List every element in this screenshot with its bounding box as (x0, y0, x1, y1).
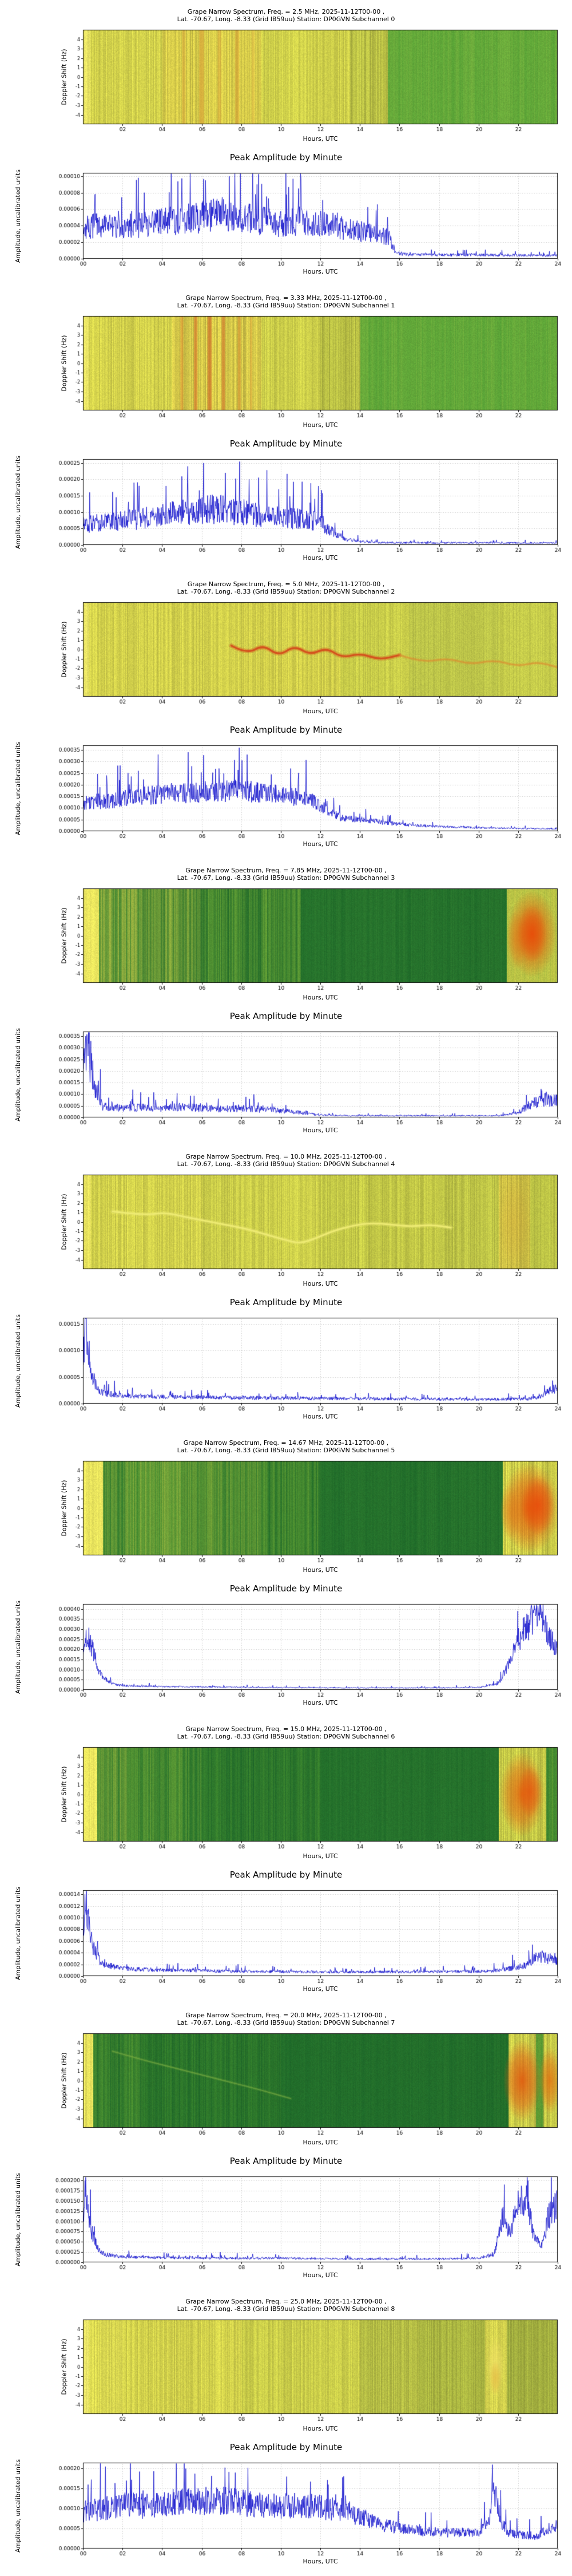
subchannel-block-7: Grape Narrow Spectrum, Freq. = 20.0 MHz,… (0, 2004, 572, 2290)
subchannel-block-5: Grape Narrow Spectrum, Freq. = 14.67 MHz… (0, 1431, 572, 1717)
amplitude-xlabel: Hours, UTC (303, 2271, 338, 2279)
spectrogram-xlabel: Hours, UTC (303, 421, 338, 429)
amplitude-line-chart (0, 1030, 572, 1131)
spectrogram-title-line2: Lat. -70.67, Long. -8.33 (Grid IB59uu) S… (177, 2019, 395, 2026)
spectrogram-xlabel: Hours, UTC (303, 2139, 338, 2146)
spectrogram-title: Grape Narrow Spectrum, Freq. = 3.33 MHz,… (0, 294, 572, 309)
spectrogram-heatmap (0, 29, 572, 139)
amplitude-line-chart (0, 2462, 572, 2562)
spectrogram-title-line1: Grape Narrow Spectrum, Freq. = 14.67 MHz… (183, 1439, 389, 1447)
amplitude-title: Peak Amplitude by Minute (229, 438, 343, 449)
spectrogram-heatmap (0, 887, 572, 997)
spectrogram-title: Grape Narrow Spectrum, Freq. = 20.0 MHz,… (0, 2012, 572, 2026)
spectrogram-xlabel: Hours, UTC (303, 1280, 338, 1287)
amplitude-xlabel: Hours, UTC (303, 2558, 338, 2565)
spectrogram-heatmap (0, 601, 572, 711)
amplitude-line-chart (0, 744, 572, 845)
spectrogram-title: Grape Narrow Spectrum, Freq. = 7.85 MHz,… (0, 867, 572, 882)
amplitude-xlabel: Hours, UTC (303, 840, 338, 848)
spectrogram-xlabel: Hours, UTC (303, 1852, 338, 1860)
spectrogram-title-line1: Grape Narrow Spectrum, Freq. = 2.5 MHz, … (187, 8, 385, 15)
spectrogram-heatmap (0, 2318, 572, 2428)
amplitude-xlabel: Hours, UTC (303, 268, 338, 275)
spectrogram-title-line1: Grape Narrow Spectrum, Freq. = 10.0 MHz,… (185, 1153, 387, 1160)
subchannel-block-8: Grape Narrow Spectrum, Freq. = 25.0 MHz,… (0, 2290, 572, 2576)
spectrogram-heatmap (0, 1746, 572, 1856)
spectrogram-xlabel: Hours, UTC (303, 2425, 338, 2432)
spectrogram-title: Grape Narrow Spectrum, Freq. = 25.0 MHz,… (0, 2298, 572, 2313)
spectrogram-title-line1: Grape Narrow Spectrum, Freq. = 5.0 MHz, … (187, 580, 385, 588)
amplitude-xlabel: Hours, UTC (303, 554, 338, 562)
spectrogram-title-line2: Lat. -70.67, Long. -8.33 (Grid IB59uu) S… (177, 874, 395, 882)
spectrogram-title-line1: Grape Narrow Spectrum, Freq. = 3.33 MHz,… (185, 294, 387, 302)
amplitude-line-chart (0, 1603, 572, 1704)
spectrogram-title-line2: Lat. -70.67, Long. -8.33 (Grid IB59uu) S… (177, 1733, 395, 1740)
spectrogram-title-line1: Grape Narrow Spectrum, Freq. = 15.0 MHz,… (185, 1725, 387, 1733)
amplitude-title: Peak Amplitude by Minute (229, 1583, 343, 1594)
spectrogram-heatmap (0, 2032, 572, 2142)
spectrogram-title: Grape Narrow Spectrum, Freq. = 2.5 MHz, … (0, 8, 572, 23)
subchannel-block-6: Grape Narrow Spectrum, Freq. = 15.0 MHz,… (0, 1717, 572, 2004)
spectrogram-xlabel: Hours, UTC (303, 1566, 338, 1574)
spectrogram-title-line2: Lat. -70.67, Long. -8.33 (Grid IB59uu) S… (177, 1447, 395, 1454)
amplitude-line-chart (0, 172, 572, 272)
spectrogram-title-line1: Grape Narrow Spectrum, Freq. = 25.0 MHz,… (185, 2298, 387, 2305)
amplitude-line-chart (0, 1317, 572, 1417)
amplitude-title: Peak Amplitude by Minute (229, 1011, 343, 1021)
amplitude-xlabel: Hours, UTC (303, 1699, 338, 1706)
amplitude-title: Peak Amplitude by Minute (229, 2156, 343, 2166)
spectrogram-title-line2: Lat. -70.67, Long. -8.33 (Grid IB59uu) S… (177, 1160, 395, 1168)
subchannel-block-4: Grape Narrow Spectrum, Freq. = 10.0 MHz,… (0, 1145, 572, 1431)
spectrogram-heatmap (0, 1460, 572, 1570)
amplitude-xlabel: Hours, UTC (303, 1985, 338, 1993)
subchannel-block-1: Grape Narrow Spectrum, Freq. = 3.33 MHz,… (0, 286, 572, 572)
spectrogram-title: Grape Narrow Spectrum, Freq. = 10.0 MHz,… (0, 1153, 572, 1168)
amplitude-line-chart (0, 1889, 572, 1990)
spectrogram-heatmap (0, 315, 572, 425)
spectrogram-title-line2: Lat. -70.67, Long. -8.33 (Grid IB59uu) S… (177, 2305, 395, 2313)
spectrogram-title-line1: Grape Narrow Spectrum, Freq. = 20.0 MHz,… (185, 2012, 387, 2019)
amplitude-title: Peak Amplitude by Minute (229, 1297, 343, 1307)
amplitude-xlabel: Hours, UTC (303, 1413, 338, 1420)
spectrogram-title-line2: Lat. -70.67, Long. -8.33 (Grid IB59uu) S… (177, 302, 395, 309)
subchannel-block-2: Grape Narrow Spectrum, Freq. = 5.0 MHz, … (0, 572, 572, 859)
spectrogram-title: Grape Narrow Spectrum, Freq. = 14.67 MHz… (0, 1439, 572, 1454)
spectrogram-heatmap (0, 1174, 572, 1283)
spectrogram-title: Grape Narrow Spectrum, Freq. = 5.0 MHz, … (0, 580, 572, 595)
subchannel-block-0: Grape Narrow Spectrum, Freq. = 2.5 MHz, … (0, 0, 572, 286)
spectrogram-xlabel: Hours, UTC (303, 708, 338, 715)
spectrogram-title-line2: Lat. -70.67, Long. -8.33 (Grid IB59uu) S… (177, 588, 395, 595)
amplitude-xlabel: Hours, UTC (303, 1127, 338, 1134)
amplitude-title: Peak Amplitude by Minute (229, 2442, 343, 2452)
spectrogram-title-line1: Grape Narrow Spectrum, Freq. = 7.85 MHz,… (185, 867, 387, 874)
spectrogram-xlabel: Hours, UTC (303, 994, 338, 1001)
subchannel-block-3: Grape Narrow Spectrum, Freq. = 7.85 MHz,… (0, 859, 572, 1145)
spectrogram-title: Grape Narrow Spectrum, Freq. = 15.0 MHz,… (0, 1725, 572, 1740)
amplitude-title: Peak Amplitude by Minute (229, 152, 343, 163)
amplitude-title: Peak Amplitude by Minute (229, 725, 343, 735)
amplitude-line-chart (0, 458, 572, 559)
spectrogram-xlabel: Hours, UTC (303, 135, 338, 143)
spectrogram-title-line2: Lat. -70.67, Long. -8.33 (Grid IB59uu) S… (177, 15, 395, 23)
amplitude-line-chart (0, 2175, 572, 2276)
amplitude-title: Peak Amplitude by Minute (229, 1870, 343, 1880)
